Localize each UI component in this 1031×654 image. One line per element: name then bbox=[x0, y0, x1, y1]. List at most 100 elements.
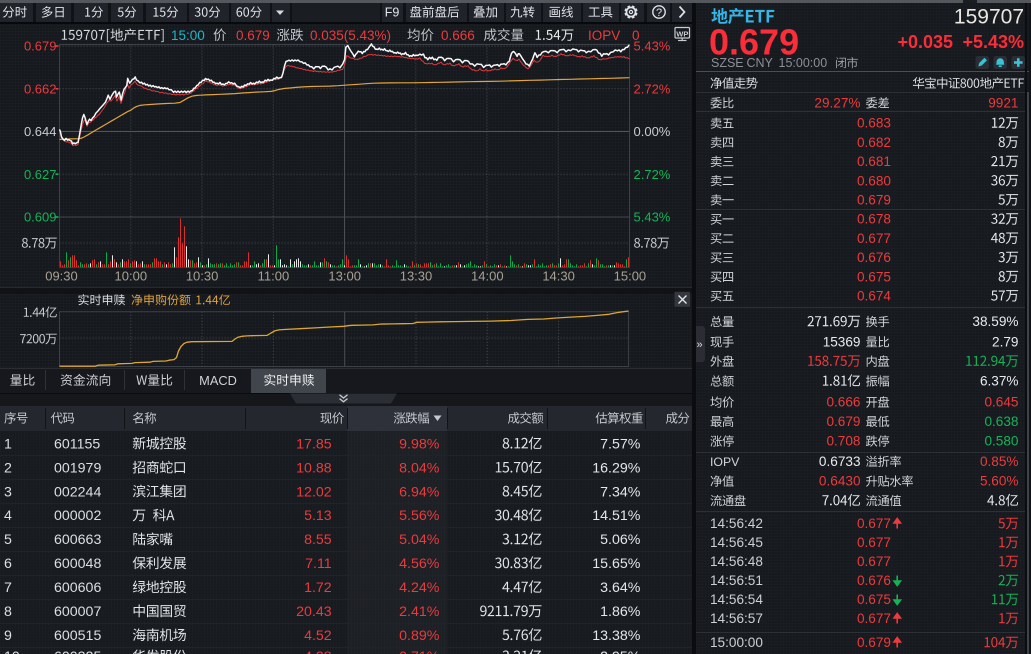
svg-text:»: » bbox=[696, 339, 702, 351]
svg-text:002244: 002244 bbox=[54, 484, 101, 500]
svg-text:WP: WP bbox=[676, 29, 688, 38]
svg-text:0.677: 0.677 bbox=[857, 516, 891, 531]
svg-text:0.679: 0.679 bbox=[826, 414, 860, 429]
svg-text:2.95%: 2.95% bbox=[600, 649, 641, 654]
svg-text:14:56:51: 14:56:51 bbox=[710, 573, 763, 588]
svg-text:2.41%: 2.41% bbox=[399, 604, 440, 620]
svg-text:4: 4 bbox=[4, 508, 12, 524]
svg-text:0.627: 0.627 bbox=[24, 167, 57, 182]
svg-text:0.676: 0.676 bbox=[857, 573, 891, 588]
svg-text:5.60%: 5.60% bbox=[980, 474, 1019, 489]
svg-text:3.64%: 3.64% bbox=[600, 580, 641, 596]
svg-text:+5.43%: +5.43% bbox=[962, 32, 1024, 52]
svg-text:0.89%: 0.89% bbox=[399, 628, 440, 644]
svg-text:1.72: 1.72 bbox=[304, 580, 332, 596]
svg-text:0.6430: 0.6430 bbox=[819, 474, 861, 489]
svg-text:0.679: 0.679 bbox=[24, 39, 57, 54]
svg-text:0.679: 0.679 bbox=[709, 21, 799, 62]
svg-text:15.65%: 15.65% bbox=[592, 556, 641, 572]
svg-text:9.98%: 9.98% bbox=[399, 436, 440, 452]
svg-text:13:00: 13:00 bbox=[328, 269, 361, 284]
svg-text:0.677: 0.677 bbox=[857, 535, 891, 550]
svg-text:0.00%: 0.00% bbox=[634, 124, 671, 139]
svg-text:F9: F9 bbox=[385, 6, 400, 20]
svg-text:0.666: 0.666 bbox=[826, 395, 860, 410]
svg-text:0.675: 0.675 bbox=[857, 592, 891, 607]
svg-text:0.683: 0.683 bbox=[857, 116, 891, 131]
svg-text:1.86%: 1.86% bbox=[600, 604, 641, 620]
svg-text:0.644: 0.644 bbox=[24, 124, 57, 139]
svg-text:0.682: 0.682 bbox=[857, 135, 891, 150]
svg-text:0.677: 0.677 bbox=[857, 611, 891, 626]
svg-text:0.678: 0.678 bbox=[857, 212, 891, 227]
svg-text:20.43: 20.43 bbox=[296, 604, 332, 620]
svg-text:7.34%: 7.34% bbox=[600, 484, 641, 500]
svg-text:38.59%: 38.59% bbox=[972, 314, 1018, 329]
svg-text:12.02: 12.02 bbox=[296, 484, 332, 500]
svg-text:15:00:00: 15:00:00 bbox=[779, 56, 828, 70]
svg-text:10: 10 bbox=[4, 649, 20, 654]
svg-text:2: 2 bbox=[4, 460, 12, 476]
svg-text:0.674: 0.674 bbox=[857, 289, 891, 304]
svg-text:600007: 600007 bbox=[54, 604, 101, 620]
svg-text:6.94%: 6.94% bbox=[399, 484, 440, 500]
svg-text:600606: 600606 bbox=[54, 580, 101, 596]
svg-text:2.72%: 2.72% bbox=[634, 81, 671, 96]
svg-text:0.679: 0.679 bbox=[236, 28, 270, 43]
svg-text:14:56:42: 14:56:42 bbox=[710, 516, 763, 531]
svg-text:600325: 600325 bbox=[54, 649, 101, 654]
svg-text:14:56:45: 14:56:45 bbox=[710, 535, 763, 550]
svg-text:IOPV: IOPV bbox=[588, 28, 620, 43]
svg-text:159707: 159707 bbox=[954, 6, 1024, 29]
svg-text:4.28: 4.28 bbox=[304, 649, 332, 654]
svg-text:MACD: MACD bbox=[199, 373, 237, 388]
svg-text:0.675: 0.675 bbox=[857, 269, 891, 284]
svg-text:10:00: 10:00 bbox=[115, 269, 148, 284]
svg-text:3: 3 bbox=[4, 484, 12, 500]
svg-text:5.06%: 5.06% bbox=[600, 532, 641, 548]
svg-text:?: ? bbox=[656, 7, 662, 19]
svg-text:0.645: 0.645 bbox=[984, 395, 1018, 410]
svg-text:000002: 000002 bbox=[54, 508, 101, 524]
svg-text:10:30: 10:30 bbox=[186, 269, 219, 284]
svg-text:0.580: 0.580 bbox=[984, 434, 1018, 449]
svg-text:2.79: 2.79 bbox=[992, 335, 1018, 350]
svg-text:0.662: 0.662 bbox=[24, 81, 57, 96]
svg-text:600048: 600048 bbox=[54, 556, 101, 572]
svg-text:600515: 600515 bbox=[54, 628, 101, 644]
svg-text:14:30: 14:30 bbox=[542, 269, 575, 284]
svg-text:2.72%: 2.72% bbox=[634, 167, 671, 182]
svg-text:5.56%: 5.56% bbox=[399, 508, 440, 524]
svg-text:9: 9 bbox=[4, 628, 12, 644]
svg-text:15369: 15369 bbox=[823, 335, 861, 350]
svg-text:09:30: 09:30 bbox=[45, 269, 78, 284]
svg-text:14:00: 14:00 bbox=[471, 269, 504, 284]
svg-text:13.38%: 13.38% bbox=[592, 628, 641, 644]
svg-text:14:56:57: 14:56:57 bbox=[710, 611, 763, 626]
svg-text:16.29%: 16.29% bbox=[592, 460, 641, 476]
svg-text:0: 0 bbox=[632, 28, 640, 43]
svg-text:4.24%: 4.24% bbox=[399, 580, 440, 596]
svg-text:14:56:54: 14:56:54 bbox=[710, 592, 763, 607]
svg-text:5.43%: 5.43% bbox=[634, 210, 671, 225]
svg-text:+0.035: +0.035 bbox=[897, 32, 953, 52]
svg-text:5.13: 5.13 bbox=[304, 508, 332, 524]
svg-text:15:00: 15:00 bbox=[614, 269, 647, 284]
svg-text:0.708: 0.708 bbox=[826, 434, 860, 449]
svg-text:4.56%: 4.56% bbox=[399, 556, 440, 572]
svg-text:15:00:00: 15:00:00 bbox=[710, 635, 763, 650]
svg-text:0.6733: 0.6733 bbox=[819, 454, 861, 469]
svg-text:CNY: CNY bbox=[747, 56, 774, 70]
svg-text:0.638: 0.638 bbox=[984, 414, 1018, 429]
svg-text:5.43%: 5.43% bbox=[634, 39, 671, 54]
svg-text:29.27%: 29.27% bbox=[814, 96, 860, 111]
svg-text:7: 7 bbox=[4, 580, 12, 596]
svg-text:600663: 600663 bbox=[54, 532, 101, 548]
svg-text:6: 6 bbox=[4, 556, 12, 572]
svg-text:4.52: 4.52 bbox=[304, 628, 332, 644]
svg-text:0.679: 0.679 bbox=[857, 635, 891, 650]
svg-text:IOPV: IOPV bbox=[710, 455, 740, 469]
svg-text:0.676: 0.676 bbox=[857, 250, 891, 265]
svg-text:9921: 9921 bbox=[988, 96, 1018, 111]
svg-text:0.666: 0.666 bbox=[441, 28, 475, 43]
